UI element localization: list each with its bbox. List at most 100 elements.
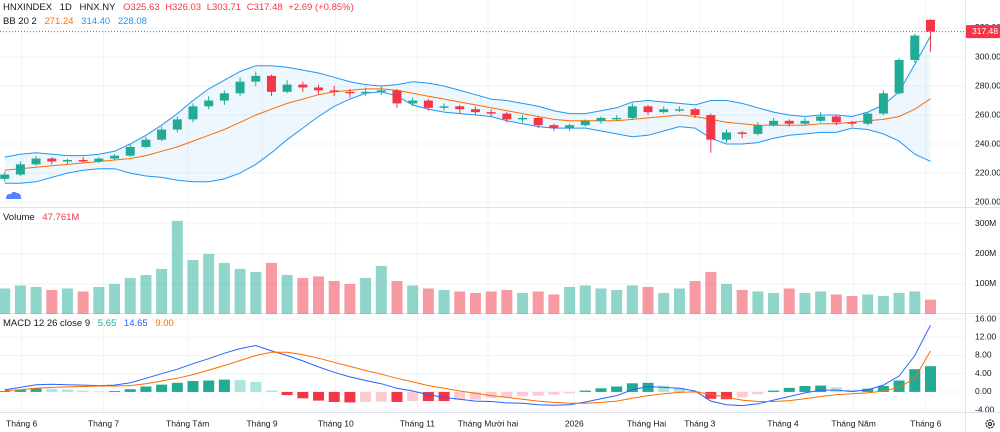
volume-bar: [438, 289, 450, 314]
macd-histogram-bar: [517, 391, 529, 397]
candle-body: [659, 109, 669, 113]
volume-bar: [469, 292, 481, 314]
volume-bar: [407, 285, 419, 314]
bb-upper-value: 314.40: [81, 16, 111, 27]
x-tick-label: Tháng Tám: [166, 418, 209, 428]
macd-histogram-bar: [611, 386, 623, 392]
bb-middle: [4, 88, 931, 171]
bb-legend: BB 20 2 271.24 314.40 228.08: [3, 16, 152, 27]
volume-bar: [595, 288, 607, 314]
x-tick-label: Tháng 10: [318, 418, 354, 428]
volume-value: 47.761M: [42, 212, 80, 223]
candle-body: [894, 59, 904, 94]
volume-bar: [313, 276, 325, 314]
macd-histogram-bar: [438, 391, 450, 402]
volume-bar: [344, 283, 356, 314]
macd-histogram-bar: [720, 391, 732, 400]
macd-name[interactable]: MACD 12 26 close 9: [3, 318, 91, 329]
volume-bar: [720, 283, 732, 314]
volume-name[interactable]: Volume: [3, 212, 35, 223]
logo-shape: [6, 191, 21, 199]
settings-icon[interactable]: [985, 419, 995, 429]
bb-name[interactable]: BB 20 2: [3, 16, 37, 27]
y-tick-label: 300.00: [975, 51, 1000, 61]
macd-histogram-bar: [752, 391, 764, 395]
volume-bar: [830, 294, 842, 314]
macd-histogram-bar: [658, 385, 670, 392]
settings-ring: [985, 419, 995, 429]
symbol[interactable]: HNXINDEX: [3, 2, 53, 13]
y-tick-label: 8.00: [975, 350, 992, 360]
candle-body: [78, 160, 88, 162]
candle-body: [157, 129, 167, 140]
candle-body: [925, 19, 935, 32]
candle-body: [172, 119, 182, 130]
volume-bar: [265, 262, 277, 314]
macd-histogram-bar: [799, 386, 811, 392]
x-tick-label: Tháng 6: [6, 418, 37, 428]
macd-histogram-bar: [469, 391, 481, 400]
candle-body: [690, 109, 700, 116]
bb-fill: [4, 36, 931, 184]
x-tick-label: Tháng Hai: [627, 418, 666, 428]
macd-histogram-bar: [407, 391, 419, 402]
y-tick-label: 260.00: [975, 109, 1000, 119]
macd-histogram-bar: [187, 381, 199, 392]
volume-bar: [783, 288, 795, 314]
macd-histogram-bar: [140, 386, 152, 392]
macd-histogram-bar: [93, 391, 105, 392]
candle-body: [376, 90, 386, 92]
volume-bar: [893, 292, 905, 314]
volume-bar: [532, 291, 544, 314]
volume-bar: [0, 288, 11, 314]
macd-histogram-bar: [909, 369, 921, 392]
volume-bar: [171, 220, 183, 314]
volume-bar: [611, 289, 623, 314]
candle-body: [392, 90, 402, 104]
volume-bar: [564, 286, 576, 314]
macd-histogram-bar: [375, 391, 387, 402]
volume-legend: Volume 47.761M: [3, 212, 84, 223]
candle-body: [47, 158, 57, 162]
volume-bar: [736, 289, 748, 314]
macd-histogram-bar: [485, 391, 497, 398]
candle-body: [878, 93, 888, 114]
volume-bar: [924, 299, 936, 314]
candle-body: [910, 35, 920, 60]
x-tick-label: Tháng 7: [88, 418, 119, 428]
candle-body: [580, 120, 590, 126]
volume-bar: [673, 288, 685, 314]
volume-bar: [14, 285, 26, 314]
macd-histogram-bar: [77, 390, 89, 392]
volume-bar: [77, 291, 89, 314]
candle-body: [533, 117, 543, 126]
candle-body: [314, 87, 324, 91]
volume-bar: [391, 280, 403, 314]
macd-histogram-bar: [328, 391, 340, 402]
volume-bar: [187, 259, 199, 314]
macd-histogram-bar: [736, 391, 748, 398]
macd-histogram-bar: [124, 389, 136, 392]
macd-histogram-bar: [768, 390, 780, 392]
y-tick-label: 12.00: [975, 331, 997, 341]
volume-bar: [862, 294, 874, 314]
candle-body: [0, 174, 10, 179]
y-tick-label: -4.00: [975, 404, 995, 414]
volume-bar: [422, 288, 434, 314]
volume-bar: [328, 280, 340, 314]
candle-body: [345, 91, 355, 94]
macd-histogram-bar: [46, 388, 58, 392]
symbol-legend: HNXINDEX 1D HNX.NY O325.63 H326.03 L303.…: [3, 2, 359, 13]
interval[interactable]: 1D: [59, 2, 72, 13]
volume-bar: [579, 285, 591, 314]
x-tick-label: Tháng Mười hai: [458, 418, 519, 428]
volume-bar: [485, 291, 497, 314]
volume-bar: [234, 268, 246, 314]
candle-body: [784, 120, 794, 124]
candle-body: [769, 120, 779, 126]
y-tick-label: 0.00: [975, 386, 992, 396]
y-tick-label: 300M: [975, 218, 996, 228]
